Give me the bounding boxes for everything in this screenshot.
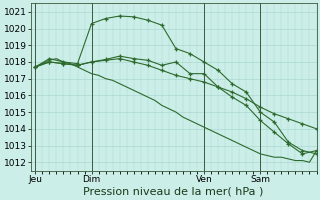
X-axis label: Pression niveau de la mer( hPa ): Pression niveau de la mer( hPa ) xyxy=(84,187,264,197)
